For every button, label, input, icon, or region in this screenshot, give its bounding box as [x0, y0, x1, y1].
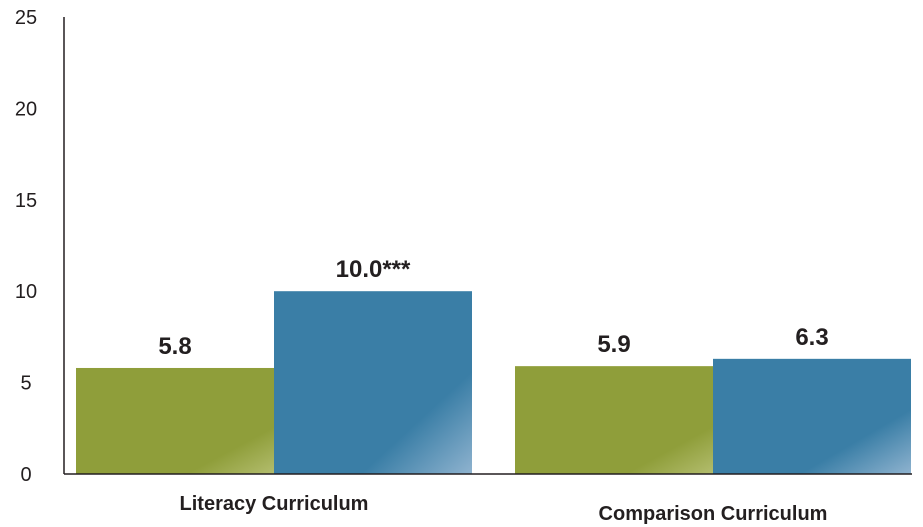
- y-tick-label: 15: [15, 190, 37, 212]
- bar-value-label: 6.3: [795, 324, 828, 351]
- y-tick-label: 25: [15, 7, 37, 29]
- bar: [76, 367, 274, 474]
- y-tick-label: 20: [15, 98, 37, 120]
- category-labels: Literacy Curriculum Comparison Curriculum: [180, 493, 828, 525]
- category-label: Comparison Curriculum: [599, 503, 828, 525]
- data-labels: 5.8 10.0*** 5.9 6.3: [158, 256, 828, 360]
- bar-value-label: 5.8: [158, 333, 191, 360]
- y-tick-label: 5: [20, 373, 31, 395]
- bar: [274, 291, 472, 474]
- y-tick-label: 0: [20, 464, 31, 486]
- bar-value-label: 5.9: [597, 331, 630, 358]
- bar: [713, 358, 911, 474]
- bars: [76, 291, 911, 474]
- y-tick-label: 10: [15, 281, 37, 303]
- bar: [515, 366, 713, 474]
- category-label: Literacy Curriculum: [180, 493, 369, 515]
- bar-value-label: 10.0***: [336, 256, 411, 283]
- y-axis-ticks: 0 5 10 15 20 25: [15, 7, 37, 486]
